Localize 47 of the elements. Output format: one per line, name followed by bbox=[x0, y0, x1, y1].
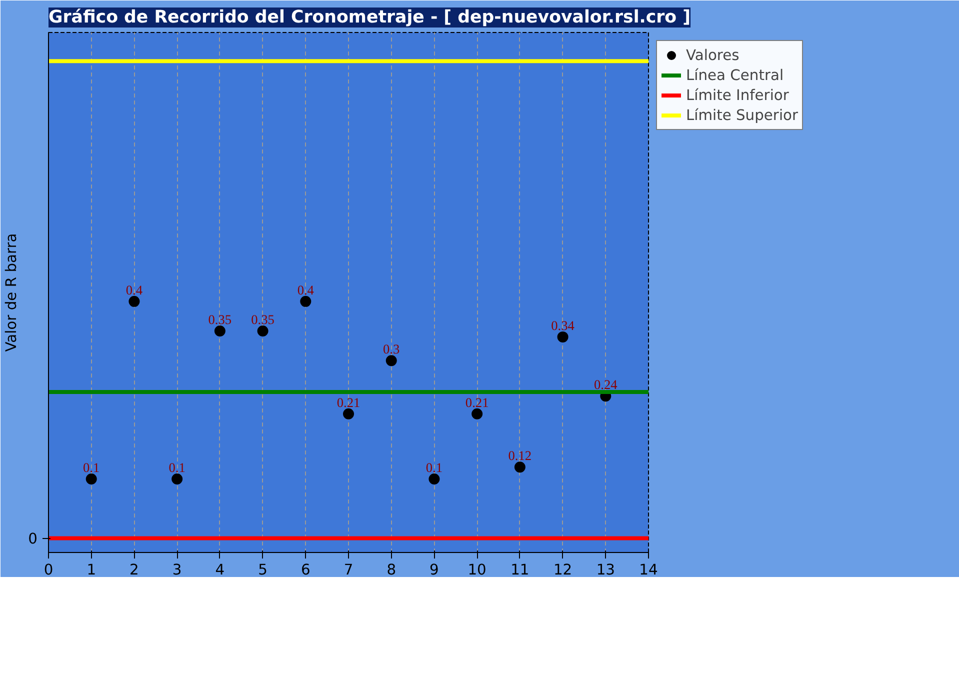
x-tick-label: 4 bbox=[215, 562, 225, 578]
x-tick-label: 14 bbox=[639, 562, 658, 578]
point bbox=[257, 326, 268, 337]
x-tick-label: 2 bbox=[130, 562, 139, 578]
data-label: 0.4 bbox=[126, 282, 143, 298]
data-label: 0.12 bbox=[508, 448, 532, 464]
data-label: 0.1 bbox=[426, 460, 443, 475]
chart-title: Gráfico de Recorrido del Cronometraje - [ dep-nuevovalor.rsl.cro ] bbox=[48, 8, 691, 28]
legend-label: Valores bbox=[686, 46, 740, 64]
data-label: 0.3 bbox=[383, 342, 400, 357]
y-axis-title: Valor de R barra bbox=[3, 233, 20, 352]
data-label: 0.24 bbox=[594, 377, 618, 392]
point bbox=[343, 408, 354, 420]
x-tick-label: 1 bbox=[86, 562, 96, 578]
point bbox=[386, 355, 397, 366]
legend-label: Límite Inferior bbox=[686, 86, 789, 104]
point bbox=[214, 326, 226, 337]
x-tick-label: 0 bbox=[44, 562, 54, 578]
data-label: 0.4 bbox=[297, 282, 314, 298]
legend-label: Línea Central bbox=[686, 66, 784, 84]
data-label: 0.21 bbox=[465, 394, 489, 410]
x-tick-label: 7 bbox=[344, 562, 354, 578]
text: 0 bbox=[28, 530, 38, 548]
x-tick-label: 6 bbox=[300, 562, 310, 578]
point bbox=[557, 331, 568, 342]
point bbox=[300, 296, 312, 307]
point bbox=[86, 474, 97, 484]
point bbox=[128, 296, 140, 307]
point bbox=[472, 408, 483, 420]
x-tick-label: 12 bbox=[553, 562, 572, 578]
data-label: 0.1 bbox=[168, 460, 186, 475]
x-tick-label: 13 bbox=[596, 562, 615, 578]
data-label: 0.35 bbox=[208, 312, 232, 328]
x-tick-label: 3 bbox=[172, 562, 182, 578]
point bbox=[172, 474, 183, 484]
x-tick-label: 9 bbox=[430, 562, 439, 578]
x-tick-label: 11 bbox=[510, 562, 530, 578]
legend-label: Límite Superior bbox=[686, 106, 798, 124]
point bbox=[514, 462, 526, 473]
x-tick-label: 10 bbox=[468, 562, 486, 578]
x-tick-label: 5 bbox=[258, 562, 268, 578]
data-label: 0.1 bbox=[83, 460, 100, 475]
data-label: 0.34 bbox=[551, 318, 575, 333]
x-tick-label: 8 bbox=[386, 562, 396, 578]
data-label: 0.35 bbox=[251, 312, 275, 328]
point bbox=[428, 474, 440, 484]
data-label: 0.21 bbox=[336, 394, 360, 410]
